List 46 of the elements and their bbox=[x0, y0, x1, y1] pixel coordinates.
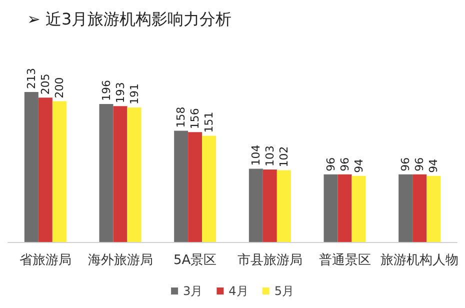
bar bbox=[324, 174, 338, 242]
x-tick-label: 旅游机构人物 bbox=[380, 253, 459, 268]
bar bbox=[38, 98, 52, 242]
bar bbox=[352, 176, 366, 242]
bar bbox=[188, 132, 202, 242]
data-label: 96 bbox=[399, 157, 412, 172]
x-tick-label: 海外旅游局 bbox=[88, 253, 153, 268]
x-tick-label: 5A景区 bbox=[173, 253, 217, 268]
bar bbox=[174, 130, 188, 242]
data-label: 102 bbox=[277, 146, 290, 168]
bar bbox=[276, 170, 291, 242]
bar bbox=[248, 168, 263, 242]
bar bbox=[52, 101, 66, 242]
data-label: 151 bbox=[202, 112, 216, 133]
data-label: 96 bbox=[413, 157, 426, 172]
data-label: 94 bbox=[427, 158, 440, 173]
bar bbox=[426, 176, 441, 242]
bar bbox=[412, 174, 427, 242]
data-label: 200 bbox=[52, 77, 66, 98]
chart-title: ➢ 近3月旅游机构影响力分析 bbox=[27, 10, 232, 28]
data-label: 205 bbox=[38, 74, 52, 95]
data-label: 96 bbox=[338, 157, 352, 172]
data-label: 156 bbox=[188, 108, 202, 130]
bar bbox=[398, 174, 413, 242]
x-tick-label: 市县旅游局 bbox=[237, 253, 302, 268]
data-label: 96 bbox=[324, 157, 338, 172]
legend-label: 4月 bbox=[228, 284, 248, 298]
data-label: 193 bbox=[114, 82, 127, 104]
data-label: 196 bbox=[100, 80, 113, 102]
bar bbox=[99, 104, 114, 242]
bar bbox=[202, 136, 216, 242]
bar bbox=[262, 169, 277, 242]
bar bbox=[113, 106, 128, 242]
data-label: 191 bbox=[128, 84, 141, 105]
bar bbox=[127, 108, 142, 242]
legend-label: 3月 bbox=[183, 284, 203, 298]
bar bbox=[24, 92, 38, 242]
data-label: 103 bbox=[263, 145, 276, 166]
legend-label: 5月 bbox=[274, 284, 294, 298]
x-tick-label: 省旅游局 bbox=[19, 253, 72, 268]
data-label: 104 bbox=[249, 144, 262, 166]
data-label: 158 bbox=[174, 106, 188, 128]
data-label: 94 bbox=[352, 158, 366, 173]
x-tick-label: 普通景区 bbox=[318, 252, 371, 268]
data-label: 213 bbox=[24, 68, 38, 90]
bar bbox=[338, 174, 352, 242]
